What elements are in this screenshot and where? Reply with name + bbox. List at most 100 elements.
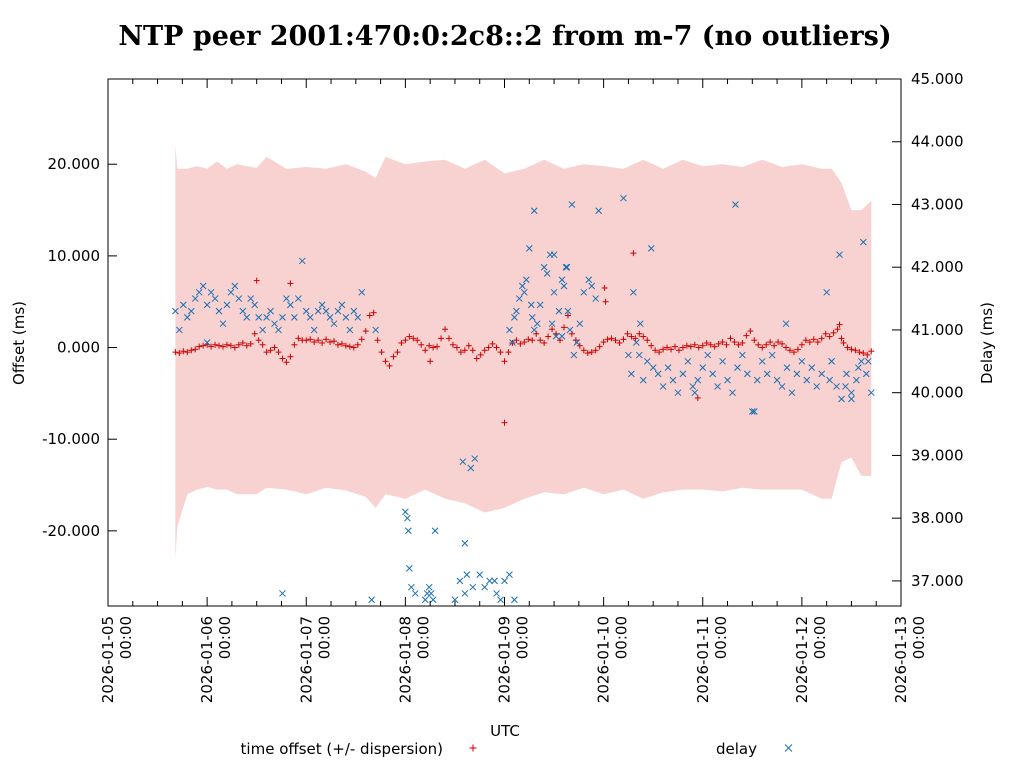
offset-point <box>834 326 841 333</box>
offset-point <box>180 348 187 355</box>
delay-point <box>635 351 643 359</box>
delay-point <box>302 307 310 315</box>
legend-label-offset: time offset (+/- dispersion) <box>241 740 443 758</box>
y2-tick-label: 38.000 <box>911 509 964 527</box>
delay-point <box>516 295 523 302</box>
delay-point <box>431 527 439 535</box>
delay-point <box>179 301 187 309</box>
delay-point <box>848 395 855 403</box>
offset-point <box>608 335 615 342</box>
offset-point <box>802 337 809 344</box>
offset-point <box>786 347 793 354</box>
offset-point <box>517 340 524 347</box>
delay-point <box>564 307 572 315</box>
delay-point <box>463 571 471 578</box>
offset-point <box>806 339 813 346</box>
delay-point <box>486 577 493 585</box>
offset-point <box>699 342 706 349</box>
delay-point <box>558 332 566 340</box>
offset-point <box>370 309 377 316</box>
delay-point <box>511 314 518 321</box>
y2-tick-label: 45.000 <box>911 70 964 88</box>
delay-point <box>518 282 526 290</box>
offset-point <box>374 337 381 344</box>
delay-point <box>421 596 429 604</box>
delay-point <box>679 370 687 378</box>
delay-point <box>350 307 358 315</box>
delay-point <box>306 314 314 321</box>
offset-point <box>644 337 651 344</box>
offset-point <box>307 336 314 343</box>
delay-point <box>853 376 860 384</box>
offset-point <box>275 349 282 356</box>
delay-point <box>522 276 530 284</box>
x-tick-time: 00:00 <box>117 616 135 659</box>
offset-point <box>723 341 730 348</box>
y2-tick-label: 37.000 <box>911 572 964 590</box>
delay-point <box>322 307 330 315</box>
delay-point <box>649 364 657 371</box>
delay-point <box>783 364 791 371</box>
y-axis-label: Offset (ms) <box>10 301 28 385</box>
delay-point <box>330 320 338 328</box>
delay-point <box>857 357 865 365</box>
offset-point <box>315 337 322 344</box>
delay-point <box>823 288 831 296</box>
delay-point <box>855 364 862 371</box>
delay-point <box>227 288 235 296</box>
y2-tick-label: 39.000 <box>911 446 964 464</box>
delay-point <box>867 389 875 397</box>
delay-point <box>843 370 850 378</box>
delay-point <box>491 577 498 585</box>
delay-point <box>530 326 538 334</box>
offset-point <box>442 326 449 333</box>
offset-point <box>366 312 373 319</box>
offset-point <box>860 350 867 357</box>
offset-point <box>172 349 179 356</box>
offset-point <box>362 328 369 335</box>
offset-point <box>287 280 294 287</box>
delay-point <box>338 301 346 309</box>
delay-point <box>838 395 845 403</box>
offset-point <box>775 339 782 346</box>
offset-point <box>779 340 786 347</box>
delay-point <box>481 583 489 591</box>
offset-point <box>235 341 242 348</box>
offset-point <box>664 344 671 351</box>
delay-point <box>509 339 516 346</box>
offset-point <box>398 339 405 346</box>
delay-point <box>456 577 464 585</box>
delay-point <box>294 295 302 302</box>
offset-point <box>759 344 766 351</box>
delay-point <box>782 320 790 328</box>
offset-point <box>227 342 234 349</box>
offset-point <box>418 341 425 348</box>
delay-point <box>748 408 756 415</box>
offset-point <box>358 336 365 343</box>
delay-point <box>172 307 179 315</box>
delay-point <box>195 288 203 296</box>
offset-point <box>461 347 468 354</box>
y2-axis-label: Delay (ms) <box>978 302 996 384</box>
delay-point <box>744 370 751 378</box>
delay-point <box>691 389 699 397</box>
delay-point <box>704 351 712 359</box>
offset-point <box>564 312 571 319</box>
delay-point <box>659 383 667 390</box>
offset-point <box>465 342 472 349</box>
legend-marker-offset <box>469 744 477 752</box>
offset-point <box>346 343 353 350</box>
delay-point <box>223 301 231 309</box>
delay-point <box>219 320 227 328</box>
y2-tick-label: 40.000 <box>911 384 964 402</box>
offset-point <box>767 339 774 346</box>
offset-point <box>656 349 663 356</box>
offset-point <box>580 347 587 354</box>
delay-point <box>279 314 286 321</box>
offset-point <box>291 341 298 348</box>
offset-point <box>596 343 603 350</box>
offset-point <box>331 338 338 345</box>
delay-point <box>310 326 318 334</box>
delay-point <box>576 320 584 328</box>
